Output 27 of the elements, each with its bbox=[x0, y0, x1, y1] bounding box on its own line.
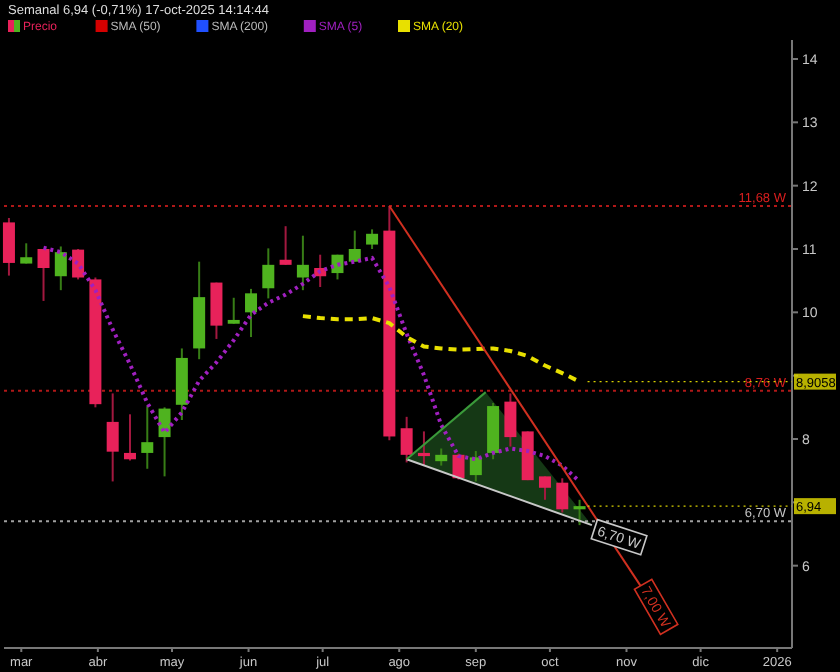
candlestick bbox=[210, 281, 223, 340]
candlestick bbox=[106, 392, 119, 483]
candlestick bbox=[227, 296, 240, 325]
candlestick bbox=[538, 475, 551, 501]
candlestick bbox=[417, 430, 430, 467]
candlestick bbox=[54, 245, 67, 292]
candlestick bbox=[452, 452, 465, 481]
candlestick bbox=[123, 413, 136, 462]
candlestick bbox=[469, 450, 482, 483]
candlestick bbox=[366, 228, 379, 250]
line-series bbox=[300, 314, 582, 384]
candlestick bbox=[245, 287, 258, 339]
candlestick bbox=[573, 498, 586, 527]
candlestick bbox=[72, 248, 85, 281]
candlestick bbox=[400, 415, 413, 464]
candlestick bbox=[20, 242, 33, 265]
candlestick bbox=[2, 216, 15, 277]
candlestick bbox=[348, 229, 361, 263]
candlestick bbox=[262, 247, 275, 300]
candlestick bbox=[487, 401, 500, 461]
candlestick bbox=[141, 405, 154, 470]
candlestick bbox=[175, 347, 188, 421]
candlestick bbox=[296, 234, 309, 292]
candlestick bbox=[279, 225, 292, 266]
candlestick bbox=[504, 392, 517, 448]
candlestick bbox=[556, 477, 569, 514]
candlestick bbox=[37, 248, 50, 302]
